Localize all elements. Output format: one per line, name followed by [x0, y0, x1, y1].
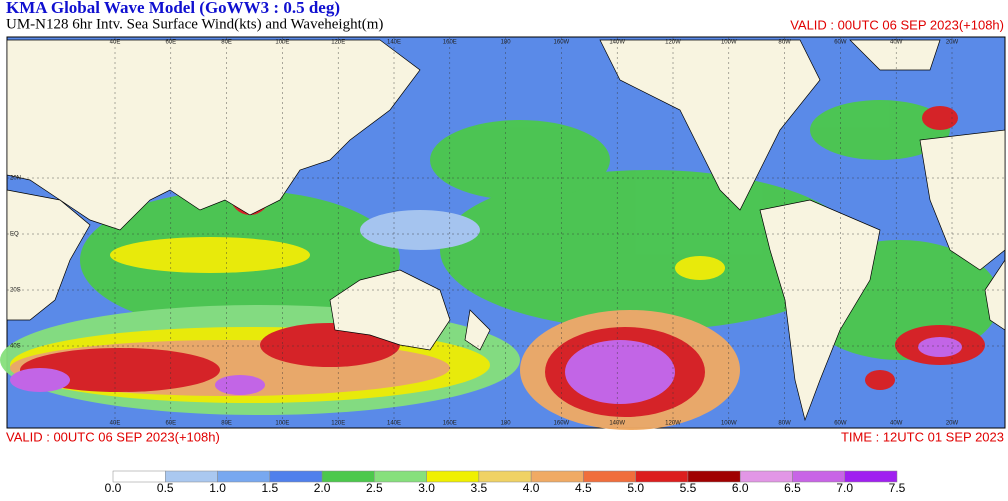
colorbar-label: 2.5 — [366, 481, 383, 495]
colorbar-label: 1.0 — [209, 481, 226, 495]
lon-label: 120E — [331, 40, 345, 46]
lon-label: 120W — [665, 40, 681, 46]
lat-label: 40S — [10, 344, 21, 350]
lat-label: 20N — [10, 176, 21, 182]
colorbar-swatch — [844, 470, 898, 483]
colorbar: 0.0 0.5 1.0 1.5 2.0 2.5 3.0 3.5 4.0 4.5 5.0 5.5 6.0 6… — [105, 470, 906, 495]
lon-label: 100W — [721, 40, 737, 46]
lon-label: 80E — [221, 40, 232, 46]
lon-label: 60E — [165, 421, 176, 427]
lon-label: 180 — [501, 421, 512, 427]
colorbar-label: 1.5 — [261, 481, 278, 495]
lon-label: 140W — [609, 421, 625, 427]
lon-label: 60E — [165, 40, 176, 46]
lon-label: 120W — [665, 421, 681, 427]
land — [6, 39, 1006, 422]
lon-label: 140W — [609, 40, 625, 46]
graticule — [7, 37, 1005, 428]
lon-label: 80W — [778, 40, 791, 46]
lon-label: 40W — [890, 421, 903, 427]
title: KMA Global Wave Model (GoWW3 : 0.5 deg) — [6, 0, 340, 17]
lon-label: 100W — [721, 421, 737, 427]
lon-label: 180 — [501, 40, 512, 46]
subtitle: UM-N128 6hr Intv. Sea Surface Wind(kts) … — [6, 16, 383, 32]
colorbar-label: 4.0 — [523, 481, 540, 495]
colorbar-label: 0.0 — [105, 481, 122, 495]
colorbar-label: 5.0 — [627, 481, 644, 495]
lon-label: 20W — [946, 40, 959, 46]
colorbar-label: 5.5 — [680, 481, 697, 495]
lon-label: 20W — [946, 421, 959, 427]
lon-label: 60W — [834, 421, 847, 427]
map: 40E 40E 60E 60E 80E 80E 100E 100E 120E 120E 140E 14… — [0, 36, 1006, 430]
lon-label: 120E — [331, 421, 345, 427]
colorbar-label: 7.5 — [889, 481, 906, 495]
valid-bottom: VALID : 00UTC 06 SEP 2023(+108h) — [6, 429, 220, 444]
lon-label: 40E — [110, 421, 121, 427]
wave-fields — [0, 100, 1000, 430]
lat-label: 20S — [10, 288, 21, 294]
valid-top: VALID : 00UTC 06 SEP 2023(+108h) — [790, 17, 1004, 32]
colorbar-label: 3.0 — [418, 481, 435, 495]
lat-label: EQ — [10, 232, 19, 238]
lon-label: 160W — [554, 40, 570, 46]
lon-label: 160E — [443, 421, 457, 427]
colorbar-label: 7.0 — [836, 481, 853, 495]
lon-label: 140E — [387, 421, 401, 427]
colorbar-label: 2.0 — [314, 481, 331, 495]
lon-label: 140E — [387, 40, 401, 46]
lon-label: 80W — [778, 421, 791, 427]
lon-label: 100E — [275, 421, 289, 427]
lon-label: 40W — [890, 40, 903, 46]
lon-label: 160E — [443, 40, 457, 46]
colorbar-label: 4.5 — [575, 481, 592, 495]
init-time: TIME : 12UTC 01 SEP 2023 — [841, 429, 1004, 444]
colorbar-label: 6.0 — [732, 481, 749, 495]
lon-label: 40E — [110, 40, 121, 46]
lon-label: 80E — [221, 421, 232, 427]
lon-label: 100E — [275, 40, 289, 46]
colorbar-label: 6.5 — [784, 481, 801, 495]
colorbar-label: 0.5 — [157, 481, 174, 495]
colorbar-label: 3.5 — [471, 481, 488, 495]
lon-label: 160W — [554, 421, 570, 427]
lon-label: 60W — [834, 40, 847, 46]
